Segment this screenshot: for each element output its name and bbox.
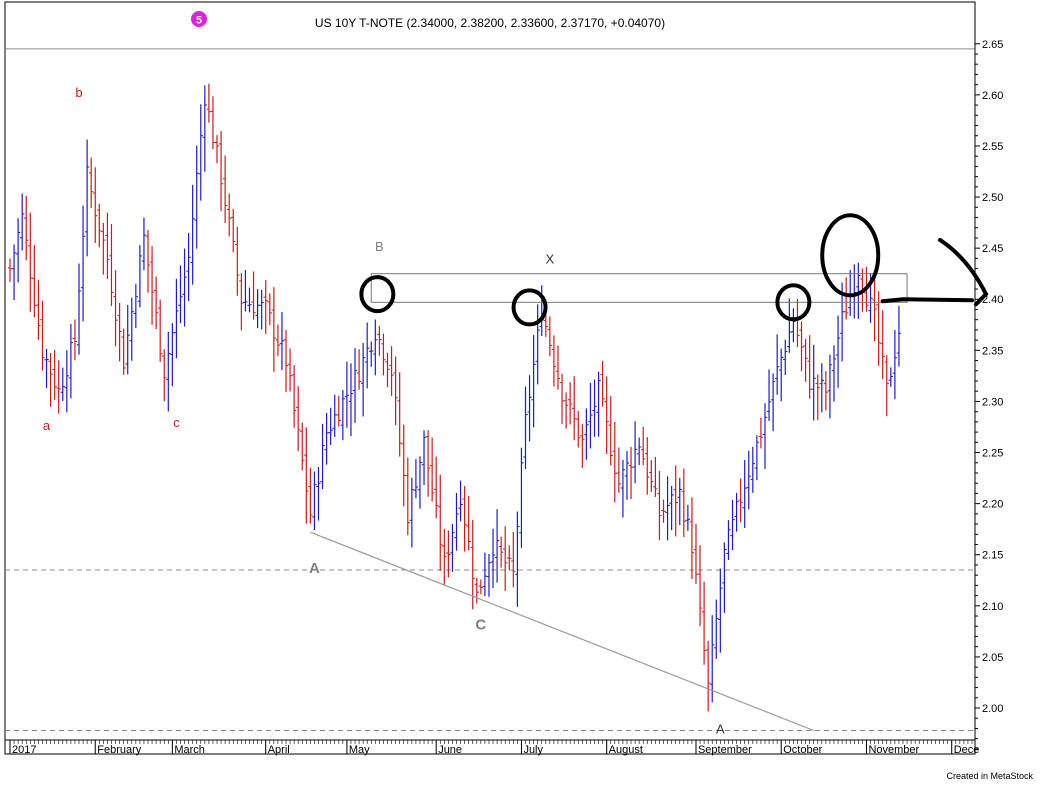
x-month-label: April bbox=[268, 744, 290, 756]
y-tick-label: 2.30 bbox=[982, 396, 1003, 408]
x-month-label: August bbox=[609, 744, 643, 756]
y-tick-label: 2.00 bbox=[982, 703, 1003, 715]
y-tick-label: 2.65 bbox=[982, 39, 1003, 51]
arrow-head bbox=[938, 237, 989, 307]
marker-circle bbox=[820, 213, 881, 298]
annotations: b a c B X A C A bbox=[43, 85, 989, 737]
x-month-label: July bbox=[523, 744, 543, 756]
y-tick-label: 2.05 bbox=[982, 652, 1003, 664]
marker-circle bbox=[511, 288, 548, 327]
marker-circle bbox=[359, 275, 396, 314]
arrow-line bbox=[880, 297, 974, 304]
marker-circle bbox=[775, 283, 812, 322]
y-tick-label: 2.15 bbox=[982, 550, 1003, 562]
y-tick-label: 2.45 bbox=[982, 243, 1003, 255]
y-tick-label: 2.25 bbox=[982, 448, 1003, 460]
resistance-box bbox=[370, 273, 908, 303]
trendline bbox=[310, 531, 814, 732]
x-axis: 2017 February March April May June July August S… bbox=[5, 739, 980, 756]
y-tick-label: 2.50 bbox=[982, 192, 1003, 204]
wave-label: B bbox=[375, 239, 384, 254]
x-month-label: October bbox=[783, 744, 822, 756]
x-month-label: 2017 bbox=[12, 744, 36, 756]
y-axis: 2.00 2.05 2.10 2.15 2.20 2.25 2.30 2.35 2.40 2.45… bbox=[974, 2, 1003, 754]
wave-label: a bbox=[43, 418, 51, 433]
y-tick-label: 2.35 bbox=[982, 345, 1003, 357]
x-month-label: November bbox=[868, 744, 919, 756]
badge-circle bbox=[191, 11, 207, 27]
y-tick-label: 2.40 bbox=[982, 294, 1003, 306]
y-tick-label: 2.20 bbox=[982, 499, 1003, 511]
x-month-label: February bbox=[97, 744, 142, 756]
wave-label: A bbox=[309, 560, 320, 577]
x-month-label: March bbox=[174, 744, 205, 756]
x-month-label: May bbox=[349, 744, 370, 756]
badge-number: 5 bbox=[196, 15, 202, 27]
chart-title: US 10Y T-NOTE (2.34000, 2.38200, 2.33600… bbox=[315, 16, 665, 30]
reference-lines bbox=[5, 48, 975, 731]
ohlc-bars bbox=[7, 83, 902, 712]
credit-text: Created in MetaStock bbox=[946, 771, 1033, 781]
wave-label: b bbox=[75, 85, 82, 100]
x-month-label: June bbox=[438, 744, 462, 756]
y-tick-label: 2.10 bbox=[982, 601, 1003, 613]
y-tick-label: 2.60 bbox=[982, 90, 1003, 102]
wave-label: c bbox=[173, 415, 180, 430]
wave-label: C bbox=[475, 616, 486, 633]
x-month-label: Dece bbox=[954, 744, 980, 756]
x-month-label: September bbox=[698, 744, 752, 756]
y-tick-label: 2.55 bbox=[982, 141, 1003, 153]
wave-label: X bbox=[546, 251, 555, 266]
wave-label: A bbox=[716, 722, 725, 737]
